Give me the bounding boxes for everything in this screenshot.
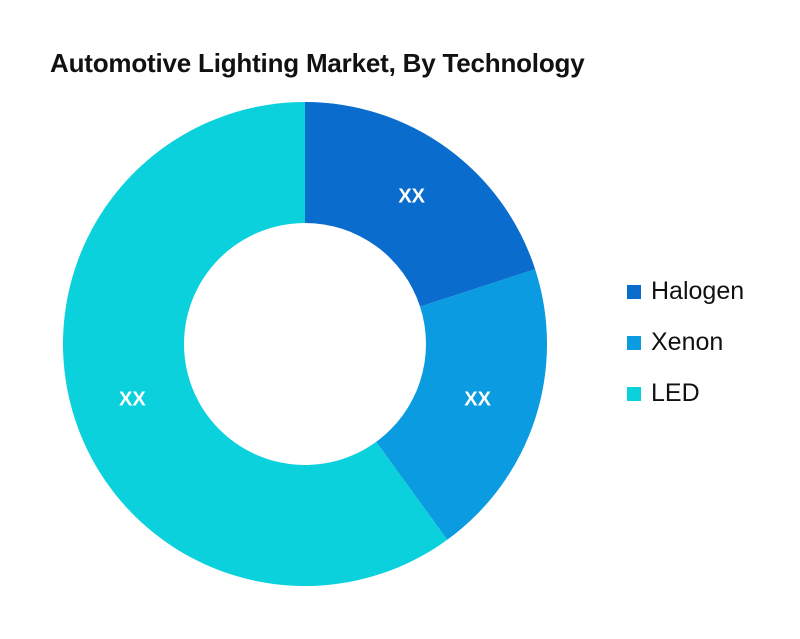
slice-label-xenon: XX [464,388,491,410]
legend-swatch-xenon [627,335,641,350]
legend-swatch-halogen [627,284,641,299]
legend: Halogen Xenon LED [627,266,744,419]
legend-swatch-led [627,386,641,401]
donut-slice-led [62,102,448,586]
legend-item-halogen: Halogen [627,266,744,317]
legend-item-xenon: Xenon [627,317,744,368]
donut-slice-halogen [305,102,536,307]
legend-label-halogen: Halogen [651,277,745,305]
donut-slice-xenon [376,269,547,540]
chart-title: Automotive Lighting Market, By Technolog… [50,48,585,78]
slice-label-halogen: XX [398,185,425,207]
slice-label-led: XX [119,388,146,410]
legend-item-led: LED [627,368,744,419]
legend-label-led: LED [651,379,700,407]
legend-label-xenon: Xenon [651,328,724,356]
